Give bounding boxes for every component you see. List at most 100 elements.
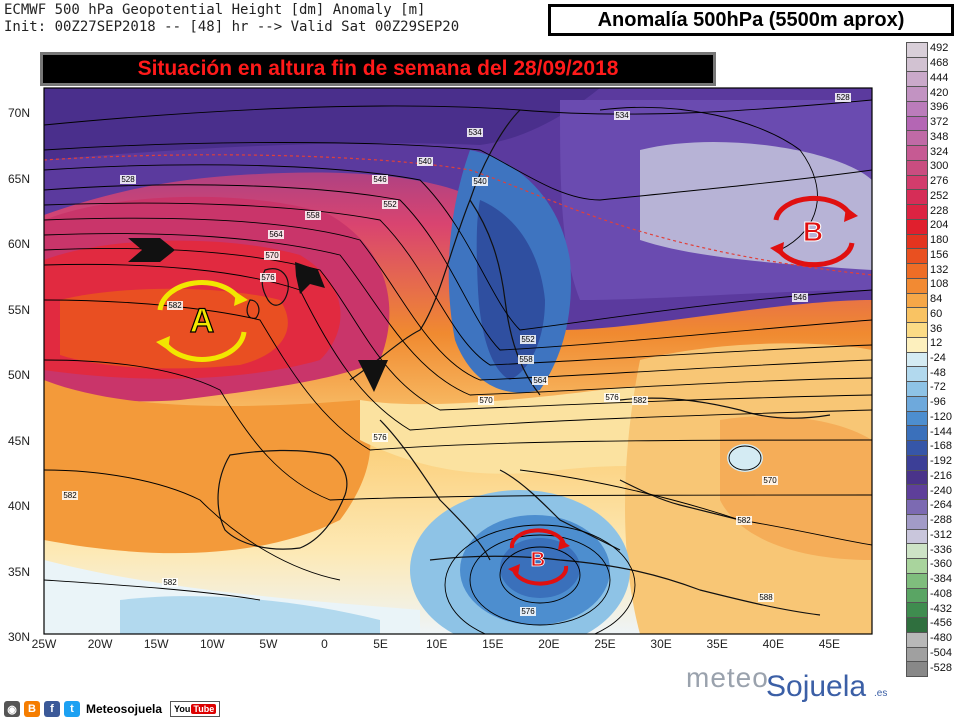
colorbar-swatch [906,336,928,353]
youtube-icon[interactable]: You Tube [170,701,221,717]
contour-label-bg [268,230,284,239]
flow-arrow-north [295,262,325,294]
colorbar-label: -528 [930,661,953,674]
colorbar-label: 420 [930,86,949,99]
contour-label-bg [632,396,648,405]
high-pressure-marker: A [156,280,248,362]
colorbar-label: 108 [930,278,949,291]
colorbar-label: 156 [930,248,949,261]
chart-title-box: Anomalía 500hPa (5500m aprox) [548,4,954,36]
colorbar-swatch [906,100,928,117]
blogger-icon[interactable]: B [24,701,40,717]
lon-label: 45E [818,637,841,651]
colorbar-swatch [906,395,928,412]
contour-label-bg [372,175,388,184]
colorbar-label: -240 [930,484,953,497]
contour-label-bg [382,200,398,209]
contour-label-bg [260,273,276,282]
colorbar-swatch [906,661,928,677]
contour-label: 534 [468,128,482,137]
facebook-icon[interactable]: f [44,701,60,717]
lat-label: 45N [8,433,31,448]
flow-arrow-south [358,360,388,392]
lon-label: 25W [31,637,57,651]
contour-label-bg [167,301,183,310]
contour-label-bg [372,433,388,442]
colorbar-label: 468 [930,57,949,70]
contour-label-bg [604,393,620,402]
contour-label: 582 [168,301,182,310]
contour-label: 540 [418,157,432,166]
contour-label-bg [614,111,630,120]
contour-label-bg [518,355,534,364]
contour-label: 528 [121,175,135,184]
colorbar-label: -72 [930,381,946,394]
contours [44,99,872,634]
colorbar-label: -288 [930,514,953,527]
colorbar-label: -384 [930,573,953,586]
colorbar-swatch [906,454,928,471]
colorbar-label: 60 [930,307,943,320]
colorbar-label: 132 [930,263,949,276]
lon-label: 5W [259,637,278,651]
colorbar-label: -192 [930,455,953,468]
contour-label: 576 [373,433,387,442]
contour-label: 582 [163,578,177,587]
colorbar-label: 444 [930,71,949,84]
contour-labels: 528 534 540 546 552 558 564 570 576 582 528 534 540 5… [62,93,851,616]
colorbar-label: 372 [930,116,949,129]
contour-label: 576 [605,393,619,402]
contour-label-bg [120,175,136,184]
contour-label-bg [792,293,808,302]
colorbar-label: -336 [930,543,953,556]
colorbar-label: -48 [930,366,946,379]
colorbar-label: -456 [930,617,953,630]
colorbar-label: 300 [930,160,949,173]
contour-label: 558 [519,355,533,364]
twitter-icon[interactable]: t [64,701,80,717]
lon-label: 20W [87,637,113,651]
colorbar-label: -312 [930,528,953,541]
contour-label-bg [520,335,536,344]
contour-label: 546 [793,293,807,302]
lat-label: 50N [8,368,31,382]
youtube-tube: Tube [191,704,217,714]
colorbar-label: -120 [930,410,953,423]
colorbar-swatch [906,425,928,442]
contour-label: 588 [759,593,773,602]
model-header: ECMWF 500 hPa Geopotential Height [dm] A… [4,2,459,36]
colorbar-swatch [906,174,928,191]
social-bar: ◉ B f t Meteosojuela You Tube [4,700,221,718]
lon-label: 5E [373,637,388,651]
lon-label: 40E [762,637,784,651]
contour-label: 570 [763,476,777,485]
colorbar-swatch [906,469,928,486]
colorbar-swatch [906,617,928,633]
lat-label: 55N [8,302,31,317]
colorbar-label: -408 [930,587,953,600]
lat-label: 35N [8,564,31,579]
contour-label-bg [736,516,752,525]
social-handle[interactable]: Meteosojuela [86,702,163,716]
logo-part1: meteo [686,662,769,693]
colorbar-label: 348 [930,130,949,143]
lon-label: 15W [143,637,169,651]
colorbar-swatch [906,558,928,574]
colorbar-label: 12 [930,337,943,350]
colorbar-label: 180 [930,234,949,247]
contour-label-bg [758,593,774,602]
colorbar-label: -504 [930,646,953,659]
logo-part2: Sojuela [766,670,867,703]
contour-label: 546 [373,175,387,184]
instagram-icon[interactable]: ◉ [4,701,20,717]
colorbar-label: 84 [930,293,943,306]
colorbar-label: -144 [930,425,953,438]
colorbar-swatch [906,440,928,456]
colorbar-swatch [906,543,928,560]
contour-label: 576 [521,607,535,616]
colorbar-label: -480 [930,632,953,645]
lat-label: 40N [8,499,31,513]
contour-label-bg [520,607,536,616]
contour-label: 582 [63,491,77,500]
